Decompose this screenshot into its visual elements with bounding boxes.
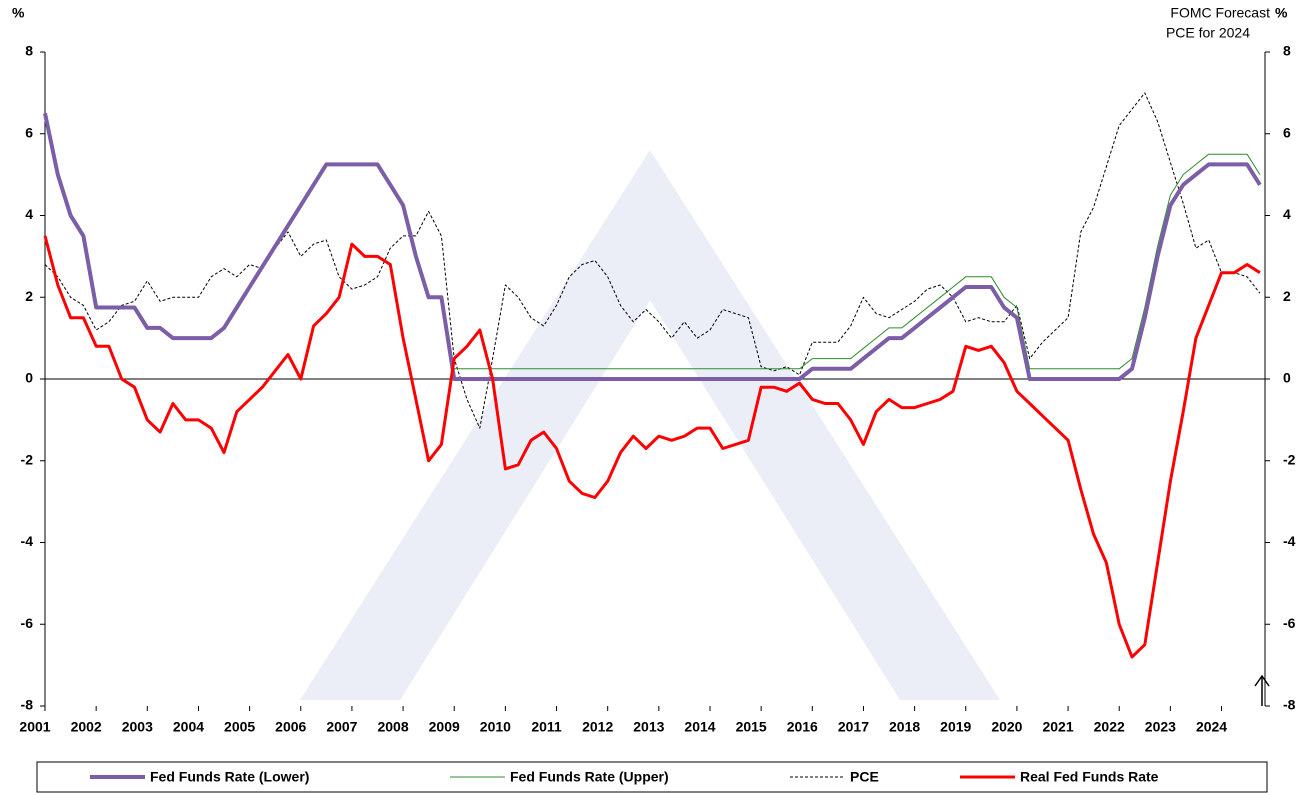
annotation-arrow-head [1254, 674, 1270, 687]
y-tick-label: -4 [21, 533, 34, 549]
x-tick-label: 2006 [275, 719, 306, 735]
legend [36, 761, 1268, 793]
series-line [43, 112, 1262, 381]
y2-tick-label: 6 [1283, 124, 1291, 140]
y2-tick-label: 2 [1283, 288, 1291, 304]
x-tick-label: 2007 [326, 719, 357, 735]
legend-label: Fed Funds Rate (Lower) [150, 769, 309, 785]
y-tick-label: 4 [25, 206, 33, 222]
y-tick-label: 2 [25, 288, 33, 304]
y2-tick-label: -4 [1283, 533, 1296, 549]
x-tick-label: 2010 [480, 719, 511, 735]
x-tick-label: 2019 [940, 719, 971, 735]
watermark [300, 150, 1000, 700]
legend-label: Fed Funds Rate (Upper) [510, 769, 669, 785]
y2-tick-label: 8 [1283, 43, 1291, 59]
y-tick-label: 6 [25, 124, 33, 140]
x-tick-label: 2017 [838, 719, 869, 735]
x-tick-label: 2009 [429, 719, 460, 735]
annotation: FOMC Forecast [1170, 5, 1270, 21]
annotation: PCE for 2024 [1166, 25, 1250, 41]
legend-label: PCE [850, 769, 879, 785]
x-tick-label: 2011 [531, 719, 562, 735]
y2-tick-label: 4 [1283, 206, 1291, 222]
x-tick-label: 2003 [122, 719, 153, 735]
x-tick-label: 2001 [19, 719, 50, 735]
series-line [44, 92, 1261, 429]
series-line [43, 235, 1261, 659]
y-tick-label: -2 [21, 451, 34, 467]
x-tick-label: 2004 [173, 719, 204, 735]
legend-label: Real Fed Funds Rate [1020, 769, 1159, 785]
x-tick-label: 2016 [787, 719, 818, 735]
x-tick-label: 2014 [684, 719, 715, 735]
y2-tick-label: -8 [1283, 697, 1296, 713]
y-tick-label: 8 [25, 43, 33, 59]
x-tick-label: 2020 [991, 719, 1022, 735]
x-tick-label: 2022 [1094, 719, 1125, 735]
x-tick-label: 2023 [1145, 719, 1176, 735]
y-tick-label: -8 [21, 697, 34, 713]
y-axis-label: % [12, 5, 25, 21]
x-tick-label: 2021 [1042, 719, 1073, 735]
y-tick-label: 0 [25, 370, 33, 386]
x-tick-label: 2002 [71, 719, 102, 735]
y2-axis-label: % [1275, 5, 1288, 21]
y-tick-label: -6 [21, 615, 34, 631]
x-tick-label: 2012 [582, 719, 613, 735]
x-tick-label: 2008 [377, 719, 408, 735]
y2-tick-label: -6 [1283, 615, 1296, 631]
x-tick-label: 2015 [736, 719, 767, 735]
x-tick-label: 2005 [224, 719, 255, 735]
y2-tick-label: -2 [1283, 451, 1296, 467]
x-tick-label: 2024 [1196, 719, 1227, 735]
x-tick-label: 2013 [633, 719, 664, 735]
y2-tick-label: 0 [1283, 370, 1291, 386]
x-tick-label: 2018 [889, 719, 920, 735]
